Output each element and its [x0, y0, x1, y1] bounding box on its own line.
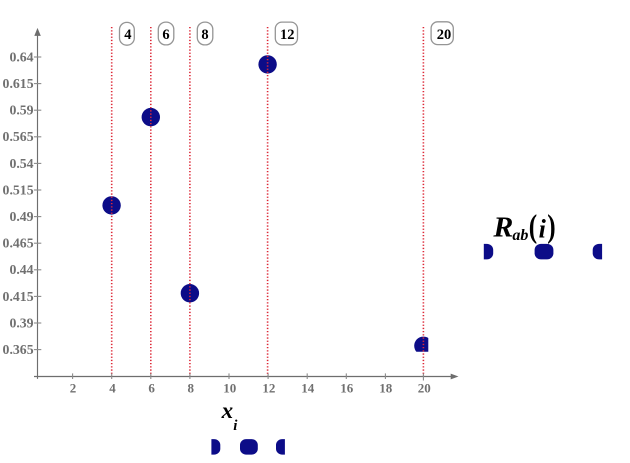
svg-text:14: 14 [301, 380, 315, 395]
svg-text:6: 6 [162, 27, 169, 43]
svg-text:20: 20 [437, 27, 452, 43]
svg-text:i: i [233, 418, 238, 434]
svg-text:12: 12 [262, 380, 275, 395]
svg-text:0.39: 0.39 [9, 315, 33, 330]
svg-text:ab: ab [512, 227, 528, 244]
svg-text:10: 10 [223, 380, 236, 395]
svg-text:R: R [492, 212, 513, 243]
svg-text:x: x [221, 398, 234, 423]
svg-text:0.54: 0.54 [9, 156, 33, 171]
svg-text:4: 4 [124, 27, 131, 43]
svg-text:12: 12 [280, 27, 295, 43]
svg-text:2: 2 [70, 380, 77, 395]
svg-text:0.615: 0.615 [3, 76, 34, 91]
svg-text:16: 16 [340, 380, 354, 395]
svg-text:0.515: 0.515 [3, 182, 34, 197]
svg-text:20: 20 [418, 380, 431, 395]
svg-text:6: 6 [148, 380, 155, 395]
svg-text:0.565: 0.565 [3, 129, 34, 144]
svg-text:8: 8 [201, 27, 208, 43]
svg-text:0.64: 0.64 [9, 49, 33, 64]
svg-text:8: 8 [187, 380, 194, 395]
svg-text:0.465: 0.465 [3, 236, 34, 251]
svg-text:): ) [547, 209, 555, 245]
svg-text:0.44: 0.44 [9, 262, 33, 277]
svg-text:i: i [539, 215, 547, 244]
svg-text:0.59: 0.59 [9, 103, 33, 118]
svg-text:0.415: 0.415 [3, 289, 34, 304]
svg-text:0.49: 0.49 [9, 209, 33, 224]
svg-text:4: 4 [109, 380, 116, 395]
svg-text:18: 18 [379, 380, 393, 395]
svg-text:(: ( [529, 209, 537, 245]
svg-text:0.365: 0.365 [3, 342, 34, 357]
